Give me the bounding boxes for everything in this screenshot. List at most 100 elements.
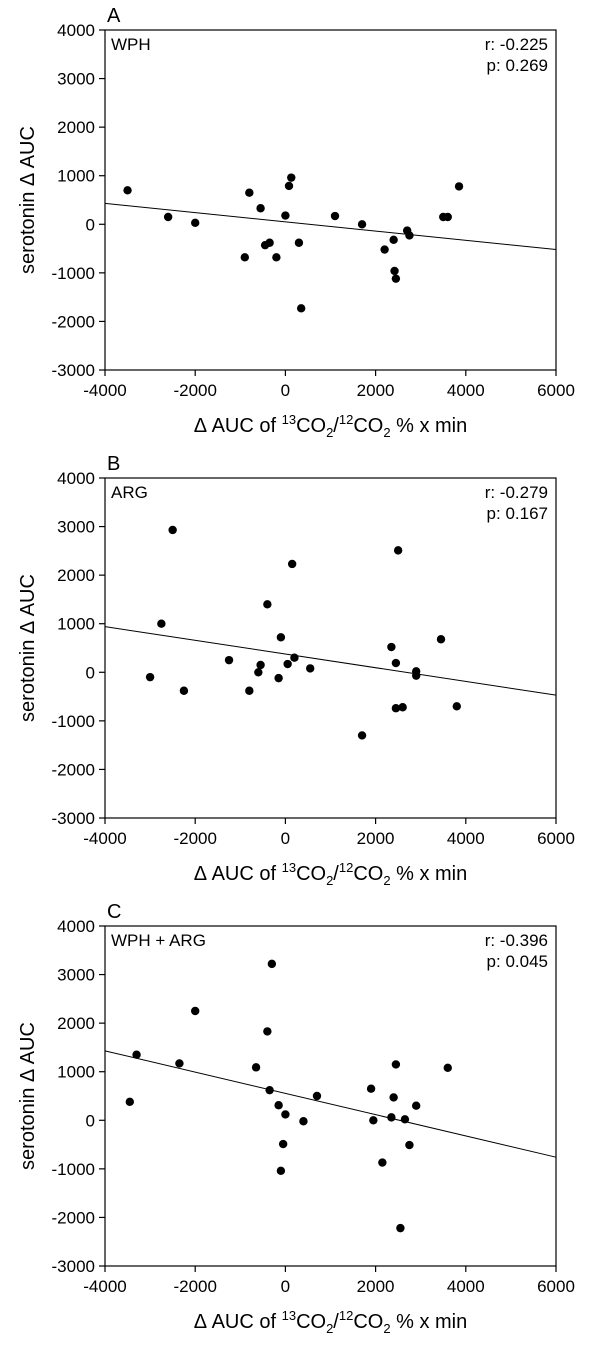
y-tick-label: -1000 xyxy=(52,712,95,731)
data-point xyxy=(283,659,292,669)
x-tick-label: -2000 xyxy=(173,381,216,400)
x-tick-label: -4000 xyxy=(83,829,126,848)
y-tick-label: -2000 xyxy=(52,760,95,779)
data-point xyxy=(263,1027,272,1036)
data-point xyxy=(276,633,286,642)
regression-line xyxy=(104,1050,557,1158)
data-point xyxy=(366,1084,376,1093)
y-tick-label: 4000 xyxy=(57,917,95,936)
data-point xyxy=(145,672,155,682)
y-tick-label: 2000 xyxy=(57,566,95,585)
x-tick-label: 6000 xyxy=(537,381,575,400)
y-tick-label: 4000 xyxy=(57,21,95,40)
data-point xyxy=(391,658,401,668)
x-tick-label: -4000 xyxy=(83,381,126,400)
y-tick-label: 3000 xyxy=(57,518,95,537)
data-point xyxy=(454,182,464,191)
y-tick-label: -1000 xyxy=(52,1160,95,1179)
data-point xyxy=(369,1116,378,1125)
correlation-p: p: 0.269 xyxy=(487,56,548,75)
group-label: WPH xyxy=(111,35,151,54)
y-tick-label: 0 xyxy=(86,1111,95,1130)
data-point xyxy=(168,525,177,535)
x-tick-label: 2000 xyxy=(357,829,395,848)
data-point xyxy=(123,186,132,195)
data-point xyxy=(396,1223,405,1233)
data-point xyxy=(299,1117,308,1126)
data-point xyxy=(452,702,461,711)
data-point xyxy=(389,1093,398,1102)
data-point xyxy=(191,218,200,228)
data-point xyxy=(294,238,304,247)
panel-letter: C xyxy=(107,901,121,923)
data-point xyxy=(357,731,367,740)
scatter-panel-a: -4000 -2000 0 2000 4000 6000 -3000 -2000 -1000 0 1… xyxy=(0,0,614,445)
y-axis-label: serotonin Δ AUC xyxy=(17,574,39,722)
data-point xyxy=(296,304,306,313)
scatter-panel-c: -4000 -2000 0 2000 4000 6000 -3000 -2000 -1000 0 1… xyxy=(0,896,614,1341)
data-point xyxy=(251,1063,261,1072)
data-point xyxy=(436,635,446,644)
y-tick-label: 0 xyxy=(86,215,95,234)
data-point xyxy=(398,703,407,712)
plot-frame xyxy=(104,477,557,819)
x-axis-label: Δ AUC of 13CO2/12CO2 % x min xyxy=(194,1308,468,1336)
correlation-r: r: -0.225 xyxy=(485,35,548,54)
data-point xyxy=(443,1063,452,1073)
data-point xyxy=(256,204,265,213)
data-point xyxy=(400,1115,410,1124)
data-point xyxy=(393,546,403,555)
data-point xyxy=(179,686,189,695)
data-point xyxy=(281,1110,290,1119)
plot-frame xyxy=(104,29,557,371)
data-point xyxy=(387,642,396,652)
y-tick-label: 4000 xyxy=(57,469,95,488)
data-point xyxy=(224,655,234,665)
data-point xyxy=(274,1101,283,1110)
data-point xyxy=(306,664,315,673)
data-point xyxy=(287,559,297,569)
x-tick-label: -2000 xyxy=(173,829,216,848)
data-point xyxy=(391,1060,401,1069)
data-point xyxy=(290,653,299,662)
data-point xyxy=(287,173,296,182)
x-tick-label: 4000 xyxy=(447,1277,485,1296)
panel-letter: B xyxy=(107,453,120,475)
x-tick-label: 4000 xyxy=(447,829,485,848)
data-point xyxy=(274,673,283,683)
data-point xyxy=(278,1139,288,1149)
data-point xyxy=(276,1166,286,1175)
data-point xyxy=(267,959,277,969)
y-tick-label: -3000 xyxy=(52,809,95,828)
data-point xyxy=(330,211,340,221)
data-point xyxy=(191,1006,200,1016)
group-label: WPH + ARG xyxy=(111,931,206,950)
data-point xyxy=(357,220,367,229)
x-tick-label: 4000 xyxy=(447,381,485,400)
scatter-chart: -4000 -2000 0 2000 4000 6000 -3000 -2000 -1000 0 1… xyxy=(17,901,575,1336)
data-point xyxy=(378,1158,387,1167)
data-point xyxy=(380,245,389,254)
scatter-panel-b: -4000 -2000 0 2000 4000 6000 -3000 -2000 -1000 0 1… xyxy=(0,448,614,893)
x-tick-label: 2000 xyxy=(357,381,395,400)
y-tick-label: -3000 xyxy=(52,361,95,380)
data-point xyxy=(272,253,281,262)
x-axis-label: Δ AUC of 13CO2/12CO2 % x min xyxy=(194,860,468,888)
regression-line xyxy=(104,626,557,696)
data-point xyxy=(245,188,254,197)
data-point xyxy=(443,212,452,222)
data-point xyxy=(157,619,166,628)
data-point xyxy=(387,1113,396,1122)
scatter-chart: -4000 -2000 0 2000 4000 6000 -3000 -2000 -1000 0 1… xyxy=(17,5,575,440)
data-point xyxy=(312,1091,322,1101)
y-tick-label: 2000 xyxy=(57,118,95,137)
data-point xyxy=(240,253,250,262)
data-point xyxy=(411,1101,421,1110)
data-point xyxy=(125,1097,135,1107)
y-tick-label: 1000 xyxy=(57,1063,95,1082)
data-point xyxy=(405,1140,414,1150)
x-tick-label: -4000 xyxy=(83,1277,126,1296)
correlation-r: r: -0.279 xyxy=(485,483,548,502)
scatter-chart: -4000 -2000 0 2000 4000 6000 -3000 -2000 -1000 0 1… xyxy=(17,453,575,888)
x-tick-label: 0 xyxy=(281,1277,290,1296)
